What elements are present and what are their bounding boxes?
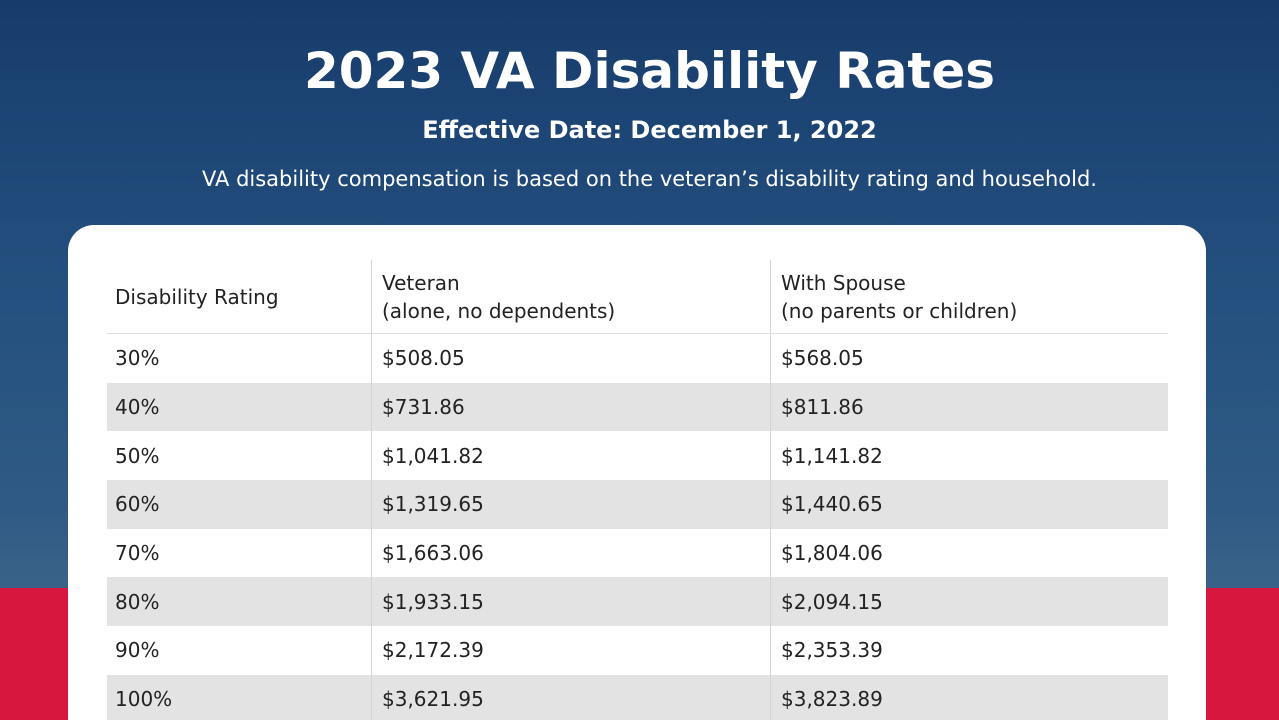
table-cell: $568.05: [770, 334, 1168, 383]
header-row: Disability Rating Veteran (alone, no depen…: [107, 260, 1168, 334]
card: [68, 225, 1206, 720]
table-cell: 40%: [115, 395, 160, 420]
table-cell: 60%: [115, 492, 160, 517]
column-label: Veteran: [382, 270, 460, 295]
table-cell: $2,172.39: [371, 626, 770, 675]
table-cell: $1,663.06: [371, 528, 770, 578]
table-cell: $2,353.39: [770, 626, 1168, 675]
column-note: (alone, no dependents): [382, 298, 616, 323]
table-row: 80% $1,933.15 $2,094.15: [107, 577, 1168, 627]
table-row: 70% $1,663.06 $1,804.06: [107, 528, 1168, 578]
table-cell: $1,933.15: [371, 577, 770, 627]
table-cell: 80%: [115, 589, 160, 614]
table-row: 90% $2,172.39 $2,353.39: [107, 626, 1168, 675]
table-cell: $3,621.95: [371, 674, 770, 720]
rates-table: Disability Rating Veteran (alone, no depen…: [107, 260, 1168, 720]
table-row: 30% $508.05 $568.05: [107, 334, 1168, 383]
table-cell: $731.86: [371, 382, 770, 432]
table-row: 60% $1,319.65 $1,440.65: [107, 480, 1168, 529]
table-cell: $1,041.82: [371, 431, 770, 481]
column-note: (no parents or children): [781, 298, 1018, 323]
table-row: 50% $1,041.82 $1,141.82: [107, 431, 1168, 481]
table-row: 100% $3,621.95 $3,823.89: [107, 674, 1168, 720]
header-cell: Veteran (alone, no dependents): [371, 260, 770, 333]
table-cell: 100%: [115, 687, 173, 712]
table-cell: $1,141.82: [770, 431, 1168, 481]
table-cell: $1,440.65: [770, 480, 1168, 529]
table-cell: $1,804.06: [770, 528, 1168, 578]
table-cell: $1,319.65: [371, 480, 770, 529]
column-label: Disability Rating: [115, 284, 279, 309]
title: 2023 VA Disability Rates: [303, 42, 996, 100]
table-cell: $811.86: [770, 382, 1168, 432]
table-cell: 30%: [115, 346, 160, 371]
table-cell: 70%: [115, 541, 160, 566]
table-cell: $2,094.15: [770, 577, 1168, 627]
table-row: 40% $731.86 $811.86: [107, 382, 1168, 432]
description: VA disability compensation is based on t…: [202, 167, 1097, 191]
column-label: With Spouse: [781, 270, 906, 295]
table-cell: 50%: [115, 443, 160, 468]
table-cell: $508.05: [371, 334, 770, 383]
header-cell: With Spouse (no parents or children): [770, 260, 1168, 333]
effective-date: Effective Date: December 1, 2022: [422, 116, 877, 144]
table-cell: $3,823.89: [770, 674, 1168, 720]
table-cell: 90%: [115, 638, 160, 663]
header-cell: Disability Rating: [107, 260, 371, 333]
